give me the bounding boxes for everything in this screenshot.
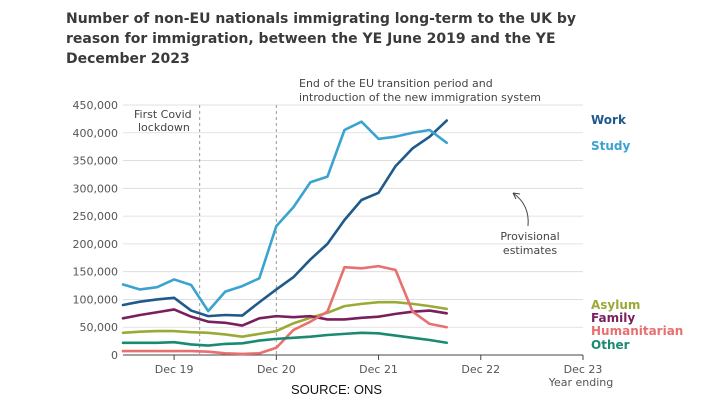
- x-tick-label: Dec 23: [564, 363, 603, 376]
- annotation-provisional-line1: Provisional: [500, 230, 559, 243]
- y-tick-label: 100,000: [73, 293, 119, 306]
- legend-label-asylum: Asylum: [591, 298, 640, 312]
- y-tick-label: 50,000: [80, 321, 119, 334]
- y-tick-label: 150,000: [73, 266, 119, 279]
- y-tick-label: 250,000: [73, 210, 119, 223]
- annotation-eu-transition-line1: End of the EU transition period and: [299, 77, 493, 90]
- y-tick-label: 300,000: [73, 182, 119, 195]
- y-tick-label: 200,000: [73, 238, 119, 251]
- x-tick-label: Dec 19: [155, 363, 194, 376]
- provisional-arrow: [512, 192, 529, 227]
- x-tick-label: Dec 20: [257, 363, 296, 376]
- source-note: SOURCE: ONS: [291, 382, 383, 397]
- legend-label-humanitarian: Humanitarian: [591, 324, 683, 338]
- series-line-work: [121, 119, 449, 318]
- annotation-provisional-line2: estimates: [503, 244, 557, 257]
- series-line-family: [121, 308, 449, 327]
- legend-label-work: Work: [591, 113, 627, 127]
- gridlines: [123, 104, 583, 356]
- series-line-other: [121, 331, 449, 347]
- x-tick-label: Dec 21: [359, 363, 398, 376]
- series-lines: [121, 119, 449, 356]
- series-line-study: [121, 120, 449, 313]
- y-axis-tick-labels: 0 50,000 100,000 150,000 200,000 250,000 300,0…: [73, 99, 119, 362]
- provisional-arrowhead: [512, 192, 521, 200]
- series-line-asylum: [121, 300, 449, 338]
- legend-label-family: Family: [591, 311, 635, 325]
- x-tick-label: Dec 22: [461, 363, 500, 376]
- y-tick-label: 400,000: [73, 127, 119, 140]
- y-tick-label: 350,000: [73, 155, 119, 168]
- y-tick-label: 450,000: [73, 99, 119, 112]
- chart-title: Number of non-EU nationals immigrating l…: [66, 11, 576, 67]
- annotation-eu-transition-line2: introduction of the new immigration syst…: [299, 91, 541, 104]
- legend-label-study: Study: [591, 139, 631, 153]
- annotation-covid-line2: lockdown: [138, 121, 190, 134]
- x-axis-label: Year ending: [548, 376, 614, 389]
- annotation-covid-line1: First Covid: [134, 108, 192, 121]
- y-tick-label: 0: [111, 349, 118, 362]
- legend-label-other: Other: [591, 338, 630, 352]
